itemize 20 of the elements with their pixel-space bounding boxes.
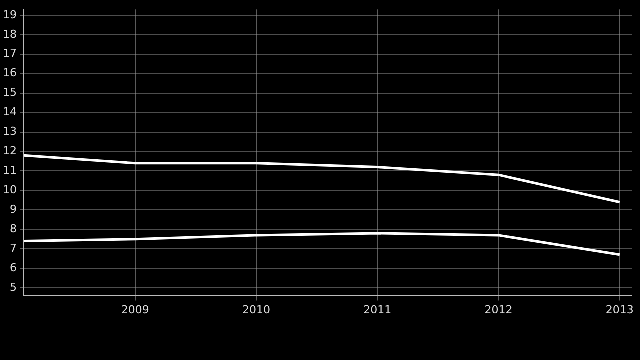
y-tick-label: 19 xyxy=(2,8,17,22)
y-tick-label: 11 xyxy=(2,164,17,178)
y-tick-label: 9 xyxy=(10,202,17,216)
y-tick-label: 12 xyxy=(2,144,17,158)
y-tick-label: 18 xyxy=(2,28,17,41)
x-tick-label: 2010 xyxy=(242,303,271,316)
y-tick-label: 10 xyxy=(2,184,17,197)
y-tick-label: 16 xyxy=(2,66,17,80)
y-tick-label: 5 xyxy=(10,280,17,294)
y-tick-label: 15 xyxy=(2,86,17,100)
y-tick-label: 13 xyxy=(2,125,17,138)
x-tick-label: 2013 xyxy=(606,303,634,316)
y-tick-label: 7 xyxy=(10,242,17,255)
x-tick-label: 2012 xyxy=(484,303,513,316)
x-tick-label: 2011 xyxy=(364,303,392,316)
x-tick-label: 2009 xyxy=(121,303,150,316)
y-tick-label: 8 xyxy=(10,222,17,236)
y-tick-label: 17 xyxy=(2,47,17,60)
y-tick-label: 6 xyxy=(10,261,17,274)
y-tick-label: 14 xyxy=(2,106,17,119)
